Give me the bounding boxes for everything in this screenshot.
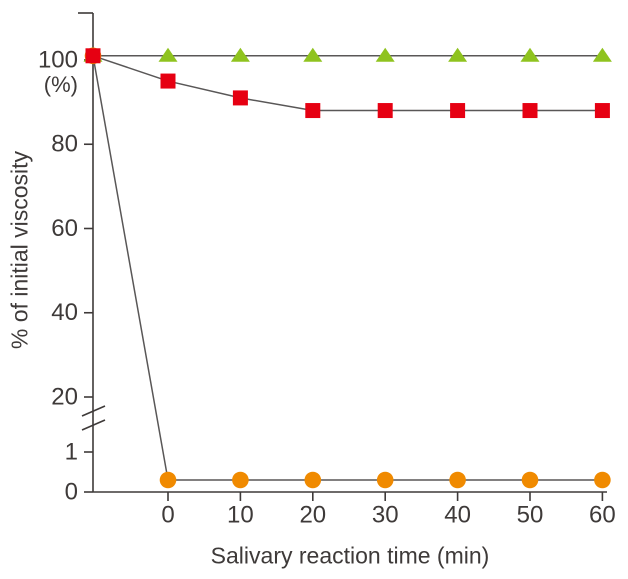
series-line-circle xyxy=(92,55,603,481)
triangle-marker-icon xyxy=(230,47,250,62)
circle-marker-icon xyxy=(232,471,249,489)
break-slash xyxy=(81,405,106,417)
green-triangle-series xyxy=(83,47,612,62)
square-marker-icon xyxy=(160,73,176,89)
x-tick-label: 10 xyxy=(227,501,254,528)
triangle-marker-icon xyxy=(592,47,612,62)
x-tick-label: 0 xyxy=(161,501,174,528)
triangle-marker-icon xyxy=(375,47,395,62)
square-marker-icon xyxy=(522,103,538,119)
triangle-marker-icon xyxy=(448,47,468,62)
y-axis-title: % of initial viscosity xyxy=(6,150,33,350)
series-line-square xyxy=(92,55,603,112)
triangle-marker-icon xyxy=(303,47,323,62)
circle-marker-icon xyxy=(521,471,539,489)
square-marker-icon xyxy=(377,103,393,119)
square-marker-icon xyxy=(594,103,610,119)
x-tick-label: 60 xyxy=(589,501,616,528)
y-tick-label: 80 xyxy=(51,131,78,158)
y-axis-break-icon xyxy=(81,405,106,431)
square-marker-icon xyxy=(450,103,466,119)
y-tick-label: 1 xyxy=(65,438,78,465)
x-tick-label: 40 xyxy=(444,501,471,528)
circle-marker-icon xyxy=(159,471,177,489)
square-marker-icon xyxy=(305,103,321,119)
x-tick-label: 30 xyxy=(372,501,399,528)
y-unit-label: (%) xyxy=(44,72,78,97)
y-tick-label: 0 xyxy=(65,478,78,505)
circle-marker-icon xyxy=(449,471,466,489)
circle-marker-icon xyxy=(304,471,322,489)
y-tick-label: 100 xyxy=(38,46,78,73)
x-axis-title: Salivary reaction time (min) xyxy=(210,542,490,569)
circle-marker-icon xyxy=(594,471,611,489)
y-tick-label: 40 xyxy=(51,299,78,326)
red-square-series xyxy=(85,48,610,119)
break-slash xyxy=(81,419,106,431)
square-marker-icon xyxy=(85,48,101,64)
triangle-marker-icon xyxy=(158,47,178,62)
x-tick-label: 20 xyxy=(299,501,326,528)
triangle-marker-icon xyxy=(520,47,540,62)
circle-marker-icon xyxy=(376,471,394,489)
y-tick-label: 20 xyxy=(51,383,78,410)
square-marker-icon xyxy=(232,90,248,106)
y-tick-label: 60 xyxy=(51,215,78,242)
x-tick-label: 50 xyxy=(517,501,544,528)
